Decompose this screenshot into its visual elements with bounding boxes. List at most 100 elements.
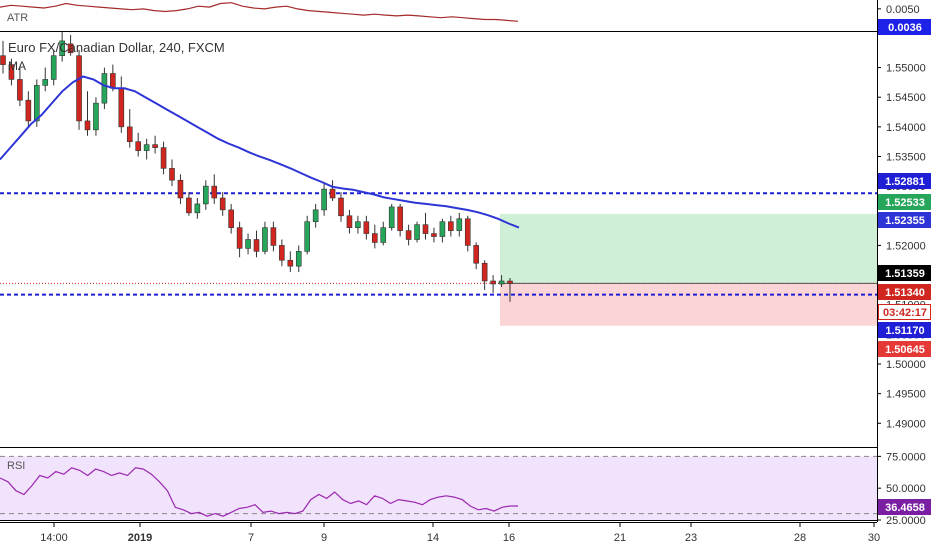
price-tick-label: 1.54000 xyxy=(886,122,926,134)
candle-body xyxy=(186,197,192,214)
candle-body xyxy=(304,221,311,252)
time-tick-label: 23 xyxy=(685,532,697,544)
price-badge-price-bg xyxy=(878,284,931,300)
chart-title: Euro FX/Canadian Dollar, 240, FXCM xyxy=(8,40,225,55)
candle-body xyxy=(169,168,175,181)
rsi-label: RSI xyxy=(7,460,25,472)
candle-body xyxy=(270,227,277,246)
price-panel[interactable]: Euro FX/Canadian Dollar, 240, FXCM MA xyxy=(0,32,877,448)
candle-body xyxy=(371,233,378,243)
price-tick-label: 1.49500 xyxy=(886,389,926,401)
atr-content xyxy=(0,2,877,32)
price-badge-target: 1.52533 xyxy=(885,197,925,209)
ma-label: MA xyxy=(8,59,26,73)
candle-body xyxy=(118,88,125,128)
candle-body xyxy=(473,245,480,264)
rsi-value-badge-bg xyxy=(878,499,931,515)
price-badge-price: 1.51340 xyxy=(885,287,925,299)
candle-body xyxy=(456,218,463,231)
candle-body xyxy=(143,144,150,151)
time-tick-label: 28 xyxy=(794,532,806,544)
candle-body xyxy=(431,233,437,237)
candle-body xyxy=(203,185,209,205)
candle-body xyxy=(321,188,327,211)
candle-body xyxy=(211,185,218,199)
time-tick-label: 7 xyxy=(248,532,254,544)
candle-body xyxy=(135,141,141,151)
candle-body xyxy=(236,227,243,249)
price-badge-level-bg xyxy=(878,173,931,189)
candle-body xyxy=(152,144,158,148)
candle-body xyxy=(160,147,167,169)
candle-body xyxy=(101,73,108,104)
candle-body xyxy=(42,79,49,86)
rsi-content xyxy=(0,455,877,521)
price-badge-level: 1.52881 xyxy=(885,176,925,188)
stop-zone xyxy=(500,283,877,326)
candle-body xyxy=(279,245,285,261)
candle-body xyxy=(439,221,446,237)
candle-body xyxy=(397,206,403,231)
atr-panel[interactable]: ATR xyxy=(0,2,877,32)
candle-body xyxy=(498,280,505,285)
rsi-tick-label: 25.0000 xyxy=(886,515,926,527)
candle-body xyxy=(228,209,234,228)
candle-body xyxy=(507,280,513,284)
candle-body xyxy=(448,221,454,231)
candle-body xyxy=(295,251,302,267)
price-badges: 0.0036 1.52881 1.52533 1.52355 1.51359 1.5134… xyxy=(878,19,931,515)
price-badge-level: 1.51170 xyxy=(885,325,924,337)
candle-body xyxy=(355,221,361,228)
price-content xyxy=(0,32,877,448)
price-badge-last-bg xyxy=(878,265,931,281)
time-tick-label: 21 xyxy=(614,532,626,544)
candle-body xyxy=(0,55,6,65)
candle-body xyxy=(346,215,353,228)
price-badge-level-bg xyxy=(878,322,931,338)
candle-body xyxy=(8,64,15,80)
time-tick-label: 30 xyxy=(868,532,880,544)
price-badge-countdown-bg xyxy=(878,304,931,320)
candle-body xyxy=(194,203,201,214)
time-tick-label: 14:00 xyxy=(40,532,68,544)
candle-body xyxy=(50,55,57,80)
price-badge-stop-bg xyxy=(878,341,931,357)
candle-body xyxy=(84,120,91,131)
candle-body xyxy=(380,227,387,243)
candle-body xyxy=(177,179,184,199)
price-tick-label: 1.49000 xyxy=(886,418,926,430)
price-tick-label: 1.50000 xyxy=(886,359,926,371)
candle-body xyxy=(262,227,268,252)
time-tick-label: 2019 xyxy=(128,532,152,544)
candle-body xyxy=(59,40,65,57)
atr-value-badge: 0.0036 xyxy=(888,22,922,34)
price-badge-ma-bg xyxy=(878,212,931,228)
candle-body xyxy=(422,224,429,234)
candle-body xyxy=(253,239,260,252)
candle-body xyxy=(17,79,23,101)
candle-body xyxy=(414,224,420,240)
target-zone xyxy=(500,213,877,284)
candle-body xyxy=(490,280,496,285)
rsi-panel[interactable]: RSI xyxy=(0,455,877,521)
candle-body xyxy=(405,230,412,240)
time-tick-label: 16 xyxy=(503,532,515,544)
candle-body xyxy=(25,99,32,122)
time-axis[interactable]: 14:00 2019 7 9 14 16 21 23 28 30 xyxy=(0,522,880,544)
rsi-band xyxy=(0,456,877,520)
price-tick-label: 1.52000 xyxy=(886,240,926,252)
price-badge-countdown: 03:42:17 xyxy=(883,307,927,319)
price-tick-label: 1.54500 xyxy=(886,92,926,104)
atr-label: ATR xyxy=(7,12,28,24)
candle-body xyxy=(338,197,344,217)
price-badge-stop: 1.50645 xyxy=(885,344,925,356)
ma-line xyxy=(0,75,520,229)
atr-line xyxy=(0,2,519,22)
candle-body xyxy=(464,218,471,246)
candle-body xyxy=(388,206,395,228)
candle-body xyxy=(219,197,226,211)
atr-value-badge-bg xyxy=(878,19,931,35)
time-tick-label: 14 xyxy=(427,532,439,544)
candle-body xyxy=(245,239,251,249)
